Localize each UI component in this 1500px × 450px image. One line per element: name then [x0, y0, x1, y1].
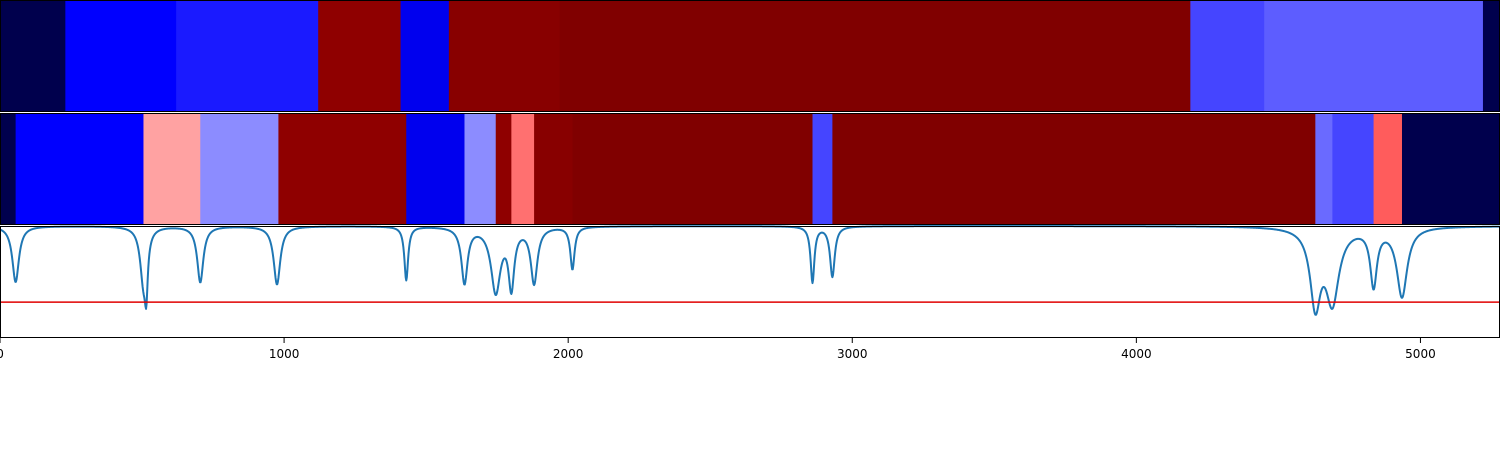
- heatmap-segment-1-5: [406, 113, 466, 225]
- x-tick-label-4000: 4000: [1121, 347, 1152, 361]
- heatmap-panel-middle: [0, 113, 1500, 225]
- heatmap-segment-1-3: [200, 113, 280, 225]
- heatmap-segment-1-16: [1401, 113, 1500, 225]
- x-tick-label-2000: 2000: [553, 347, 584, 361]
- x-tick-label-1000: 1000: [269, 347, 300, 361]
- heatmap-segment-0-8: [1264, 0, 1484, 112]
- x-axis: 0 1000 2000 3000 4000 5000: [0, 338, 1436, 361]
- x-tick-label-3000: 3000: [837, 347, 868, 361]
- heatmap-segment-1-7: [495, 113, 512, 225]
- heatmap-segment-0-6: [559, 0, 1191, 112]
- heatmap-segment-0-1: [65, 0, 177, 112]
- heatmap-segment-1-8: [511, 113, 535, 225]
- heatmap-segment-1-0: [0, 113, 17, 225]
- heatmap-segment-0-2: [176, 0, 319, 112]
- heatmap-segment-0-4: [400, 0, 450, 112]
- heatmap-segment-1-15: [1373, 113, 1403, 225]
- x-tick-label-5000: 5000: [1405, 347, 1436, 361]
- heatmap-segment-1-14: [1332, 113, 1375, 225]
- heatmap-segment-1-6: [464, 113, 497, 225]
- heatmap-segment-1-1: [15, 113, 145, 225]
- heatmap-segment-1-10: [572, 113, 814, 225]
- heatmap-segment-1-2: [143, 113, 201, 225]
- heatmap-segment-1-11: [812, 113, 833, 225]
- heatmap-segment-0-3: [318, 0, 402, 112]
- heatmap-segment-0-9: [1482, 0, 1500, 112]
- heatmap-segment-0-0: [0, 0, 66, 112]
- heatmap-panel-top: [0, 0, 1500, 112]
- heatmap-segment-0-5: [448, 0, 561, 112]
- x-tick-label-0: 0: [0, 347, 4, 361]
- heatmap-segment-1-4: [278, 113, 407, 225]
- heatmap-segment-1-9: [534, 113, 574, 225]
- heatmap-segment-0-7: [1190, 0, 1265, 112]
- heatmap-segment-1-12: [832, 113, 1316, 225]
- heatmap-segment-1-13: [1315, 113, 1333, 225]
